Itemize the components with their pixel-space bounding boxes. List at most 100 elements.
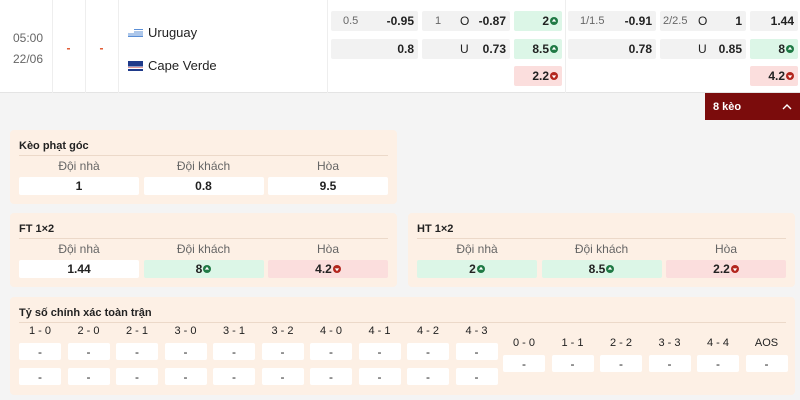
ou-line: 1 — [435, 15, 442, 27]
flag-uruguay — [128, 28, 143, 38]
odds-value: 2 — [469, 262, 476, 276]
score-label: 2 - 2 — [609, 337, 632, 349]
trend-down-icon — [550, 72, 558, 80]
odds-cell — [331, 11, 418, 31]
score-ht: - — [99, 41, 104, 55]
column-header: Hòa — [714, 242, 737, 256]
score-label: 3 - 1 — [222, 325, 245, 337]
score-odds: - — [67, 368, 110, 385]
score-label: 1 - 1 — [561, 337, 584, 349]
handicap-line: 1/1.5 — [580, 15, 605, 27]
under-odds: 0.73 — [482, 42, 506, 56]
column-header: Đội khách — [176, 242, 231, 256]
under-label: U — [698, 42, 707, 56]
score-label: 4 - 0 — [319, 325, 342, 337]
score-odds: - — [358, 368, 401, 385]
score-odds: - — [407, 368, 449, 385]
score-odds: - — [455, 343, 498, 360]
score-odds: - — [358, 343, 401, 360]
score-odds: - — [116, 368, 158, 385]
over-odds: 1 — [735, 14, 742, 28]
odds-value: 9.5 — [319, 179, 337, 193]
score-odds: - — [164, 343, 207, 360]
score-odds: - — [745, 355, 788, 372]
over-odds: -0.87 — [478, 14, 506, 28]
odds-cell — [660, 11, 746, 31]
score-odds: - — [455, 368, 498, 385]
handicap-away: 0.8 — [331, 39, 418, 59]
odds-cell: 2 — [417, 260, 537, 278]
card-divider — [19, 238, 388, 239]
odds-cell: 1.44 — [750, 11, 798, 31]
odds-value: 1.44 — [770, 14, 794, 28]
score-odds: - — [164, 368, 207, 385]
flag-cape-verde — [128, 61, 143, 71]
score-odds: - — [19, 368, 61, 385]
ou-line: 2/2.5 — [663, 15, 688, 27]
score-odds: - — [213, 368, 255, 385]
odds-cell: 0.8 — [143, 177, 264, 195]
column-header: Đội nhà — [456, 242, 498, 256]
odds-value: 2 — [542, 14, 549, 28]
score-odds: - — [697, 355, 739, 372]
divider — [327, 0, 328, 93]
score-label: 4 - 4 — [706, 337, 729, 349]
chevron-up — [782, 103, 792, 109]
score-label: AOS — [754, 337, 779, 349]
odds-value: 0.8 — [195, 179, 212, 193]
under-odds: 0.85 — [718, 42, 742, 56]
odds-cell — [422, 39, 510, 59]
score-label: 4 - 1 — [368, 325, 391, 337]
over-label: O — [460, 14, 470, 28]
odds-cell — [568, 11, 656, 31]
divider — [85, 0, 86, 93]
odds-value: 1.44 — [67, 262, 91, 276]
trend-up-icon — [786, 45, 794, 53]
odds-value: 8 — [195, 262, 203, 276]
odds-cell: 1.44 — [19, 260, 139, 278]
column-header: Đội nhà — [58, 159, 100, 173]
odds-cell: 4.2 — [750, 66, 798, 86]
score-odds: - — [310, 343, 352, 360]
column-header: Hòa — [316, 159, 339, 173]
odds-cell: 8.5 — [541, 260, 662, 278]
odds-value: 4.2 — [768, 69, 785, 83]
odds-cell: 4.2 — [268, 260, 388, 278]
card-title: FT 1×2 — [19, 223, 55, 235]
card-title: Kèo phạt góc — [19, 140, 89, 152]
score-odds: - — [116, 343, 158, 360]
score-label: 4 - 2 — [416, 325, 439, 337]
score-odds: - — [310, 368, 352, 385]
trend-up-icon — [606, 265, 615, 273]
odds-cell: 2 — [514, 11, 562, 31]
card-title: HT 1×2 — [417, 223, 454, 235]
score-odds: - — [261, 368, 304, 385]
match-date: 22/06 — [13, 52, 44, 66]
score-label: 0 - 0 — [512, 337, 535, 349]
score-odds: - — [19, 343, 61, 360]
odds-value: 2.2 — [532, 69, 549, 83]
score-odds: - — [213, 343, 255, 360]
odds-value: 2.2 — [713, 262, 730, 276]
odds-value: 8.5 — [588, 262, 606, 276]
card-divider — [417, 238, 786, 239]
score-label: 3 - 3 — [658, 337, 681, 349]
score-label: 1 - 0 — [28, 325, 51, 337]
odds-cell — [422, 11, 510, 31]
handicap-line: 0.5 — [343, 15, 359, 27]
score-odds: - — [503, 355, 545, 372]
score-odds: - — [261, 343, 304, 360]
score-ft: - — [66, 41, 71, 55]
home-team: Uruguay — [148, 24, 198, 40]
trend-up-icon — [476, 265, 485, 273]
more-odds-button[interactable]: 8 kèo — [705, 93, 800, 120]
odds-cell — [660, 39, 746, 59]
under-label: U — [460, 42, 469, 56]
odds-cell: 9.5 — [268, 177, 388, 195]
handicap-away: 0.78 — [568, 39, 656, 59]
odds-cell: 1 — [19, 177, 139, 195]
odds-value: 8.5 — [532, 42, 549, 56]
score-label: 2 - 0 — [77, 325, 100, 337]
handicap-home: -0.95 — [386, 14, 414, 28]
card-title: Tỷ số chính xác toàn trận — [19, 307, 152, 319]
